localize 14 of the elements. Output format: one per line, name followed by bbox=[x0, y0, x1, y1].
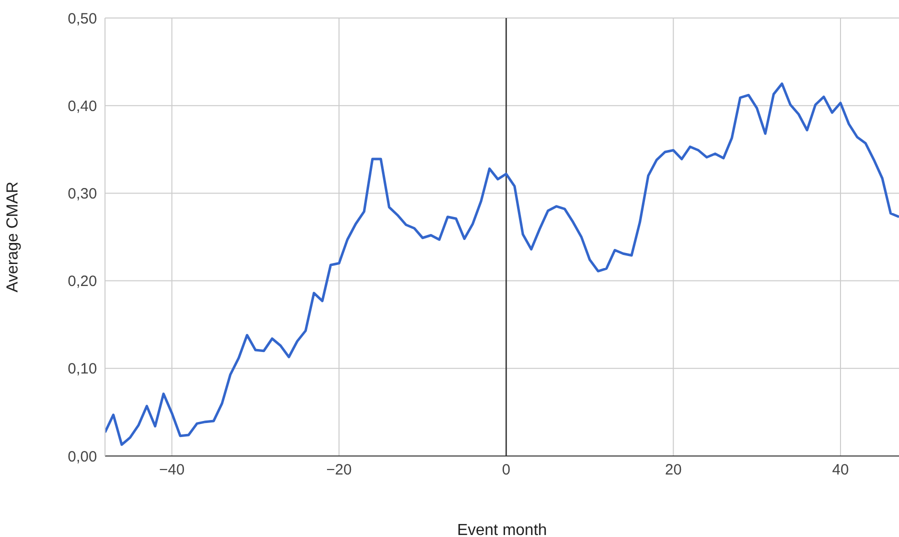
y-tick-label: 0,10 bbox=[68, 360, 97, 378]
x-tick-label: −40 bbox=[159, 462, 185, 479]
y-tick-label: 0,20 bbox=[68, 273, 97, 290]
x-tick-label: 20 bbox=[664, 462, 682, 479]
y-tick-label: 0,00 bbox=[68, 448, 97, 466]
line-series bbox=[105, 82, 899, 446]
x-tick-label: 0 bbox=[502, 462, 510, 479]
x-tick-label: 40 bbox=[832, 462, 849, 479]
y-tick-label: 0,50 bbox=[68, 10, 97, 28]
y-axis-title: Average CMAR bbox=[4, 182, 22, 292]
y-tick-label: 0,40 bbox=[68, 98, 97, 115]
x-axis-title: Event month bbox=[457, 522, 547, 537]
y-tick-label: 0,30 bbox=[68, 186, 97, 203]
x-tick-label: −20 bbox=[326, 462, 352, 479]
